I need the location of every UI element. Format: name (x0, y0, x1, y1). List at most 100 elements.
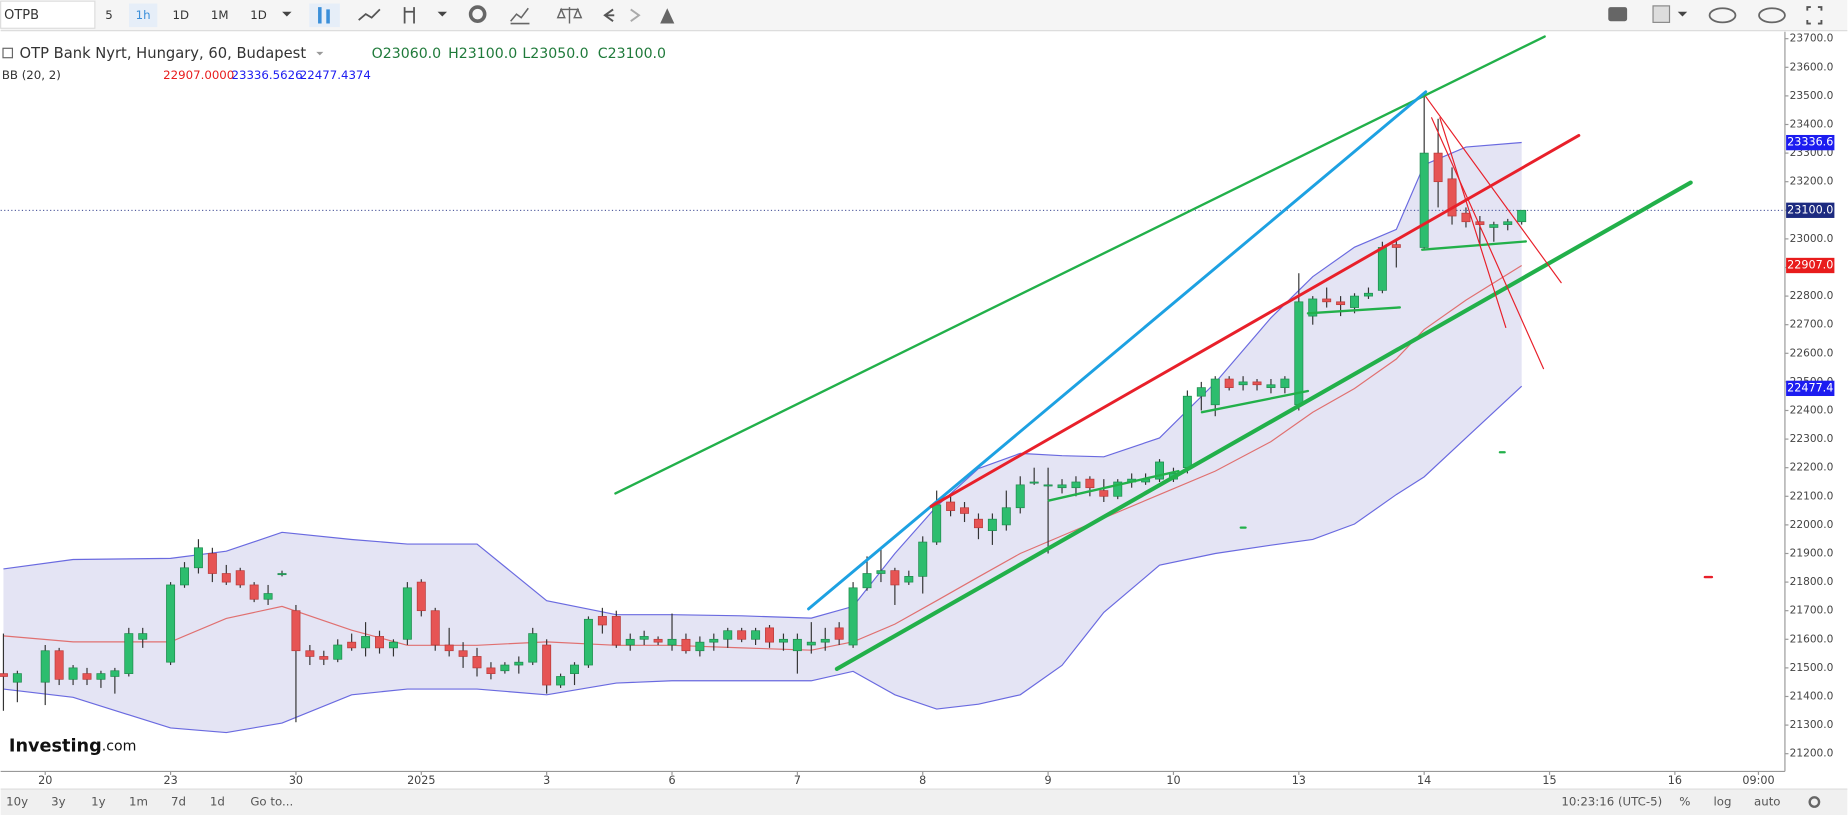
x-tick-label: 09:00 (1742, 774, 1774, 787)
candle-body (1308, 298, 1318, 317)
x-tick-label: 30 (289, 774, 303, 787)
interval-button[interactable]: 1D (173, 8, 190, 22)
range-button[interactable]: 1y (91, 795, 105, 809)
candle-body (124, 633, 134, 674)
goto-button[interactable]: Go to... (250, 795, 293, 809)
trend-line (1047, 469, 1180, 502)
dropdown-icon[interactable] (316, 51, 324, 56)
x-tick-label: 13 (1292, 774, 1306, 787)
camera-icon[interactable] (1608, 7, 1628, 22)
candle-body (960, 507, 969, 514)
candle-body (792, 638, 802, 652)
candle-body (1447, 178, 1457, 217)
indicators-icon[interactable] (510, 7, 530, 25)
ohlc-high: H23100.0 (448, 46, 517, 62)
layout-icon[interactable] (1652, 5, 1671, 23)
candle-body (1433, 152, 1443, 183)
settings-icon[interactable] (468, 5, 487, 23)
candle-body (1196, 387, 1206, 397)
candle-body (0, 673, 8, 677)
price-badge-label: 22907.0 (1787, 258, 1833, 271)
candle-body (1336, 301, 1346, 306)
candle-body (1085, 478, 1095, 489)
compare-icon[interactable] (556, 7, 583, 24)
candle-body (1363, 292, 1373, 297)
interval-button[interactable]: 1M (211, 8, 229, 22)
interval-button[interactable]: 1D (250, 8, 267, 22)
candle-body (1113, 481, 1123, 497)
range-button[interactable]: 1m (129, 795, 148, 809)
interval-button[interactable]: 1h (136, 8, 151, 22)
candle-body (737, 630, 747, 640)
bars-icon[interactable] (403, 7, 415, 24)
range-button[interactable]: 3y (51, 795, 65, 809)
candle-body (1043, 484, 1053, 487)
cloud-load-icon[interactable] (1708, 7, 1737, 24)
alert-icon[interactable] (660, 8, 675, 24)
line-icon[interactable] (358, 8, 381, 21)
y-tick-label: 23200.0 (1790, 176, 1834, 188)
settings-icon[interactable] (1808, 796, 1821, 808)
y-tick-label: 23600.0 (1790, 61, 1834, 73)
collapse-icon[interactable] (2, 47, 14, 59)
scale-option[interactable]: log (1714, 795, 1732, 809)
candle-body (375, 636, 384, 649)
dropdown-icon[interactable] (437, 11, 448, 17)
candle-body (556, 676, 566, 686)
trend-line (614, 35, 1546, 495)
candle-body (1475, 221, 1485, 225)
y-tick-label: 23500.0 (1790, 90, 1834, 102)
candle-body (1322, 298, 1332, 303)
candle-body (1503, 221, 1513, 225)
cloud-save-icon[interactable] (1758, 7, 1786, 24)
candle-body (625, 638, 635, 646)
axes: 21200.0 21300.0 21400.0 21500.0 21600.0 21700… (38, 33, 1835, 787)
scale-option[interactable]: % (1679, 795, 1690, 809)
ohlc-low: L23050.0 (522, 46, 588, 62)
clock: 10:23:16 (UTC-5) (1561, 795, 1662, 809)
redo-icon[interactable] (630, 8, 641, 22)
dropdown-icon[interactable] (1677, 11, 1688, 17)
candle-body (486, 667, 496, 674)
undo-icon[interactable] (603, 8, 615, 22)
candle-body (82, 673, 92, 680)
range-button[interactable]: 1d (210, 795, 225, 809)
candle-body (221, 573, 231, 583)
indicator-value: 22477.4374 (300, 68, 371, 82)
symbol-box[interactable] (0, 0, 96, 29)
trend-line (1431, 117, 1545, 370)
x-tick-label: 15 (1542, 774, 1556, 787)
scale-option[interactable]: auto (1754, 795, 1780, 809)
price-badge (1786, 380, 1835, 397)
fullscreen-icon[interactable] (1806, 6, 1823, 25)
interval-button[interactable]: 5 (105, 8, 112, 22)
price-badge-label: 23100.0 (1787, 203, 1833, 216)
candle-body (54, 650, 64, 680)
candle-body (765, 627, 774, 643)
candle-body (987, 518, 997, 531)
y-tick-label: 21700.0 (1790, 605, 1834, 617)
range-button[interactable]: 7d (171, 795, 186, 809)
candle-body (1182, 395, 1192, 469)
candle-body (235, 570, 245, 586)
candle-body (458, 650, 468, 657)
trend-line (1200, 389, 1310, 414)
y-tick-label: 21900.0 (1790, 547, 1834, 559)
candle-body (500, 664, 510, 672)
range-button[interactable]: 10y (6, 795, 28, 809)
candles-icon[interactable] (309, 3, 340, 28)
candle-body (778, 638, 788, 643)
candle-body (709, 638, 719, 643)
candle-body (695, 641, 705, 652)
candle-body (444, 644, 454, 652)
candle-body (430, 610, 440, 646)
y-tick-label: 22200.0 (1790, 462, 1834, 474)
candle-body (1029, 481, 1039, 484)
y-tick-label: 21800.0 (1790, 576, 1834, 588)
candle-body (918, 541, 928, 577)
candle-body (904, 576, 914, 583)
candle-body (361, 636, 371, 649)
dropdown-icon[interactable] (282, 11, 292, 17)
candle-body (319, 656, 329, 660)
footer: 10y 3y 1y 1m 7d 1d Go to...% log auto (6, 795, 1780, 809)
